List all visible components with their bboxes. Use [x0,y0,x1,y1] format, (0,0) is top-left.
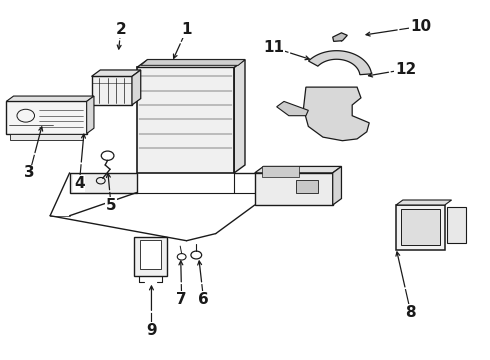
Polygon shape [262,166,298,177]
Text: 8: 8 [405,305,416,320]
Text: 4: 4 [74,176,85,191]
Text: 9: 9 [146,323,157,338]
Polygon shape [134,237,167,276]
Polygon shape [137,60,245,67]
Polygon shape [137,67,234,173]
Polygon shape [396,205,445,249]
Polygon shape [141,60,245,65]
Polygon shape [309,51,371,75]
Polygon shape [296,180,318,193]
Polygon shape [87,96,94,134]
Polygon shape [132,70,141,105]
Polygon shape [10,134,83,140]
Polygon shape [277,102,308,116]
Polygon shape [255,166,342,173]
Polygon shape [333,166,342,205]
Polygon shape [234,60,245,173]
Polygon shape [92,70,141,76]
Polygon shape [333,33,347,41]
Text: 7: 7 [176,292,187,307]
Text: 12: 12 [395,62,416,77]
Polygon shape [396,200,452,205]
Polygon shape [140,240,161,269]
Text: 11: 11 [264,40,285,55]
Polygon shape [6,102,87,134]
Text: 2: 2 [115,22,126,37]
Polygon shape [447,207,465,243]
Polygon shape [401,209,440,246]
Polygon shape [70,173,137,193]
Text: 10: 10 [410,19,431,34]
Text: 6: 6 [198,292,209,307]
Polygon shape [303,87,369,141]
Text: 3: 3 [24,165,35,180]
Polygon shape [6,96,94,102]
Text: 5: 5 [106,198,116,212]
Polygon shape [255,173,333,205]
Text: 1: 1 [181,22,192,37]
Polygon shape [92,76,132,105]
